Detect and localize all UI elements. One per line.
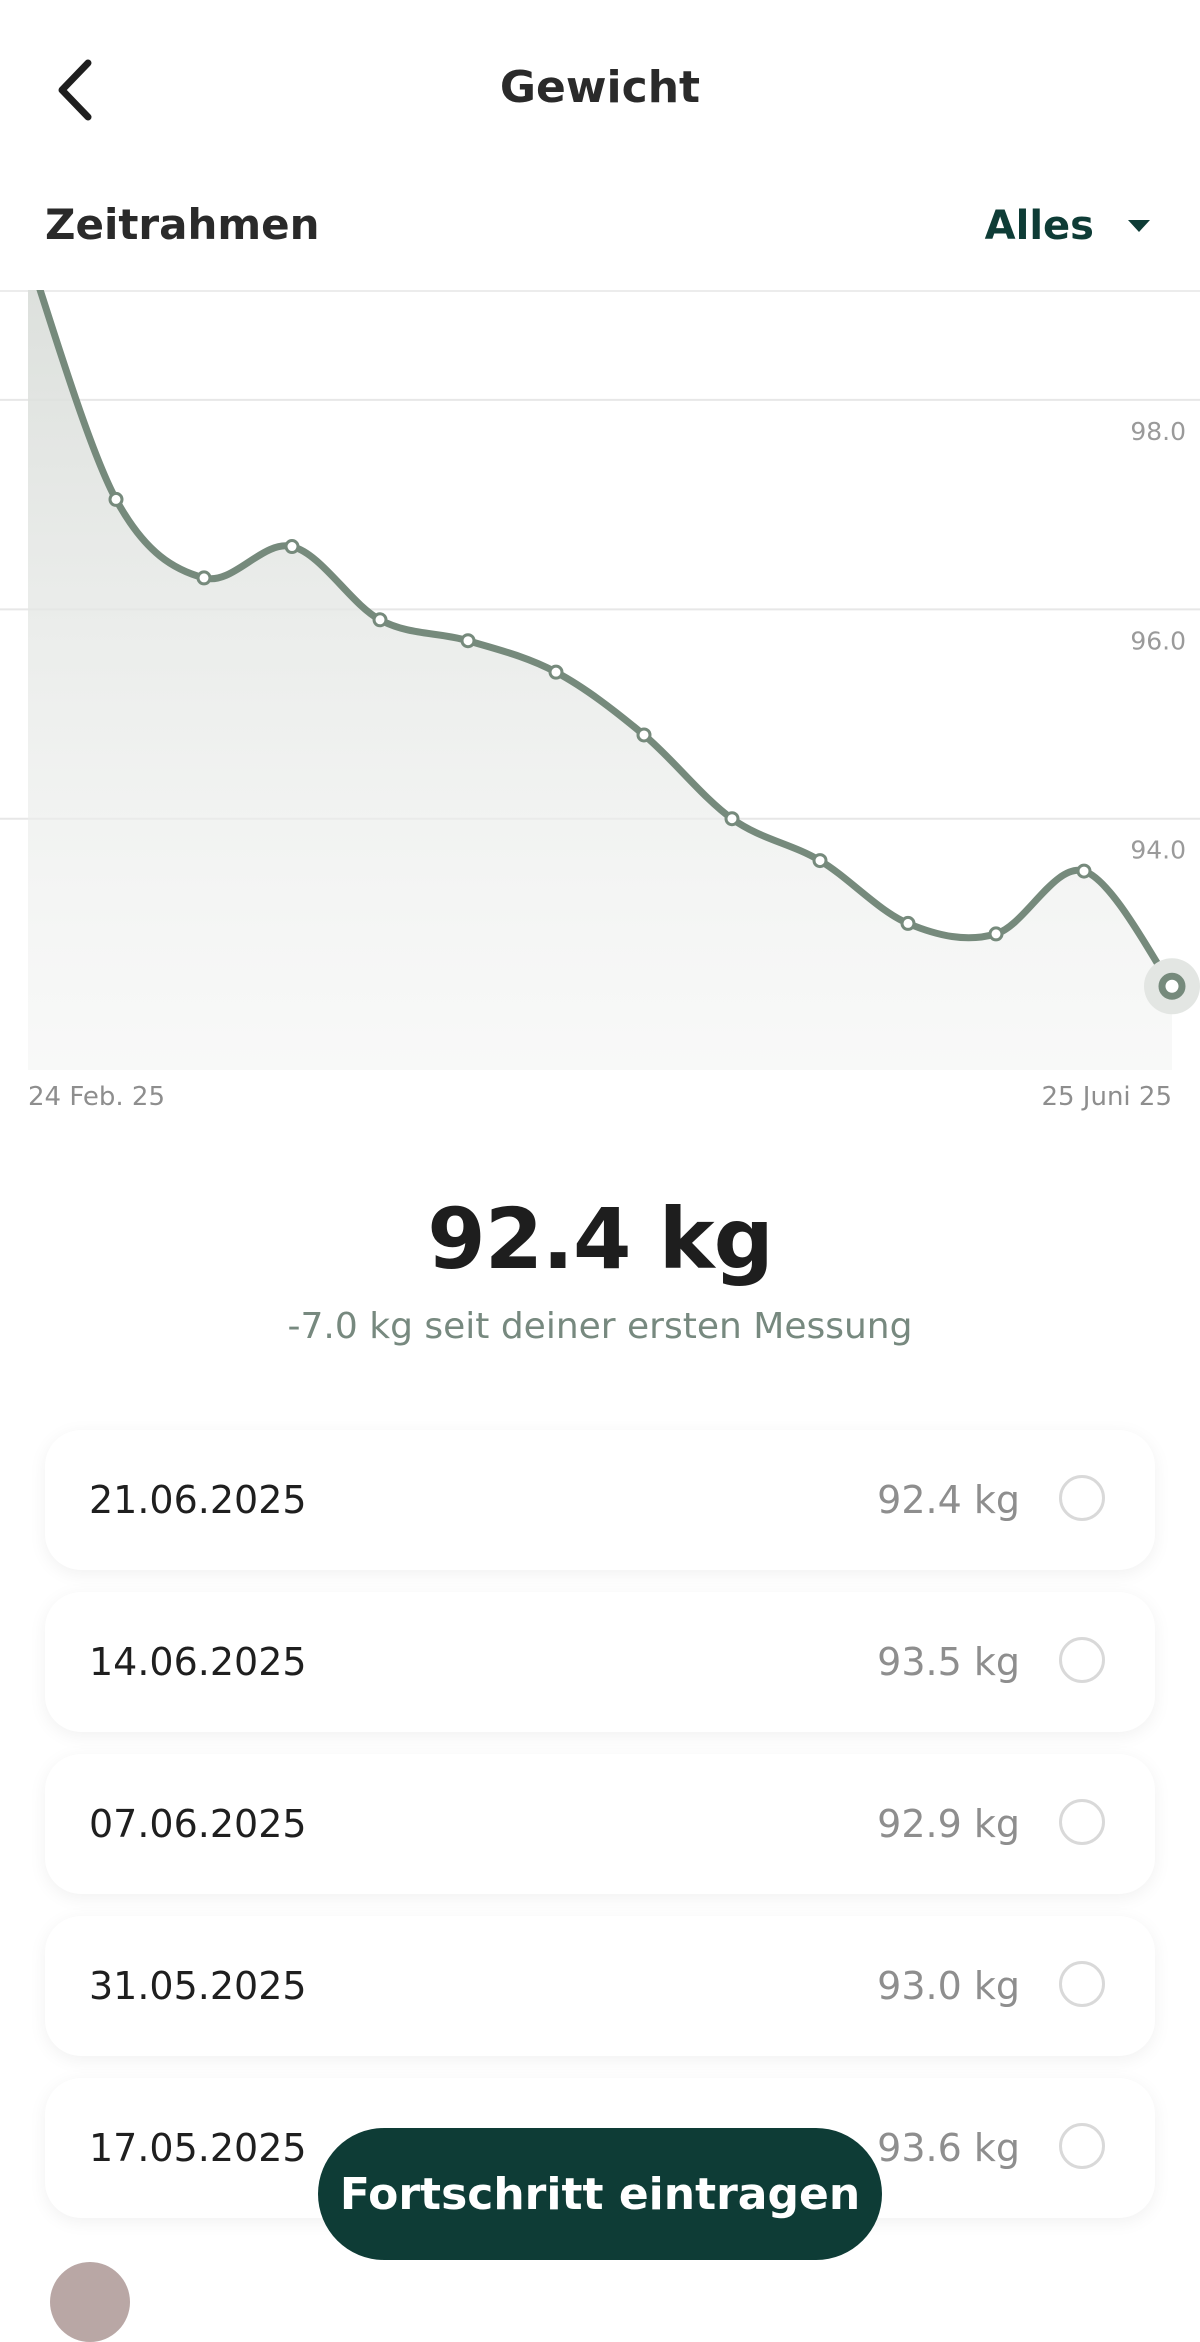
data-point[interactable] — [284, 539, 300, 555]
data-point[interactable] — [460, 633, 476, 649]
weight-summary: 92.4 kg -7.0 kg seit deiner ersten Messu… — [0, 1190, 1200, 1347]
data-point[interactable] — [724, 811, 740, 827]
data-point[interactable] — [196, 570, 212, 586]
entry-row[interactable]: 14.06.2025 93.5 kg — [45, 1592, 1155, 1732]
entry-value: 92.9 kg — [877, 1802, 1020, 1846]
x-axis-start-label: 24 Feb. 25 — [28, 1082, 165, 1112]
entry-date: 07.06.2025 — [89, 1802, 307, 1846]
select-circle-icon[interactable] — [1059, 2123, 1105, 2169]
timeframe-dropdown[interactable]: Alles — [985, 196, 1150, 256]
x-axis-end-label: 25 Juni 25 — [1041, 1082, 1172, 1112]
entry-value: 92.4 kg — [877, 1478, 1020, 1522]
chart-area-fill — [28, 290, 1172, 1070]
entry-row[interactable]: 31.05.2025 93.0 kg — [45, 1916, 1155, 2056]
timeframe-selected: Alles — [984, 203, 1094, 249]
entry-date: 14.06.2025 — [89, 1640, 307, 1684]
current-weight: 92.4 kg — [427, 1190, 774, 1288]
weight-chart-svg: 98.0 96.0 94.0 24 Feb. 25 25 Juni 25 — [0, 290, 1200, 1112]
data-point[interactable] — [812, 853, 828, 869]
weight-delta: -7.0 kg seit deiner ersten Messung — [287, 1306, 913, 1347]
log-progress-button[interactable]: Fortschritt eintragen — [318, 2128, 882, 2260]
y-tick-label: 96.0 — [1130, 626, 1186, 655]
avatar — [50, 2262, 130, 2342]
entry-value: 93.0 kg — [877, 1964, 1020, 2008]
entry-date: 21.06.2025 — [89, 1478, 307, 1522]
entry-date: 17.05.2025 — [89, 2126, 307, 2170]
select-circle-icon[interactable] — [1059, 1475, 1105, 1521]
data-point[interactable] — [548, 664, 564, 680]
timeframe-label: Zeitrahmen — [45, 200, 320, 249]
back-button[interactable] — [50, 55, 110, 125]
timeframe-row: Zeitrahmen Alles — [0, 180, 1200, 292]
data-point[interactable] — [900, 915, 916, 931]
caret-down-icon — [1128, 220, 1150, 232]
data-point[interactable] — [108, 491, 124, 507]
weight-chart: 98.0 96.0 94.0 24 Feb. 25 25 Juni 25 — [0, 290, 1200, 1130]
entry-row[interactable]: 21.06.2025 92.4 kg — [45, 1430, 1155, 1570]
select-circle-icon[interactable] — [1059, 1637, 1105, 1683]
entry-date: 31.05.2025 — [89, 1964, 307, 2008]
selected-data-point[interactable] — [1158, 972, 1186, 1000]
select-circle-icon[interactable] — [1059, 1961, 1105, 2007]
page-title: Gewicht — [499, 62, 701, 113]
data-point[interactable] — [636, 727, 652, 743]
y-tick-label: 94.0 — [1130, 836, 1186, 865]
chevron-left-icon — [58, 59, 92, 121]
app-header: Gewicht — [0, 0, 1200, 180]
entry-value: 93.6 kg — [877, 2126, 1020, 2170]
entries-list: 21.06.2025 92.4 kg 14.06.2025 93.5 kg 07… — [45, 1430, 1155, 2240]
data-point[interactable] — [1076, 863, 1092, 879]
y-tick-label: 98.0 — [1130, 417, 1186, 446]
data-point[interactable] — [988, 926, 1004, 942]
entry-value: 93.5 kg — [877, 1640, 1020, 1684]
data-point[interactable] — [372, 612, 388, 628]
select-circle-icon[interactable] — [1059, 1799, 1105, 1845]
entry-row[interactable]: 07.06.2025 92.9 kg — [45, 1754, 1155, 1894]
